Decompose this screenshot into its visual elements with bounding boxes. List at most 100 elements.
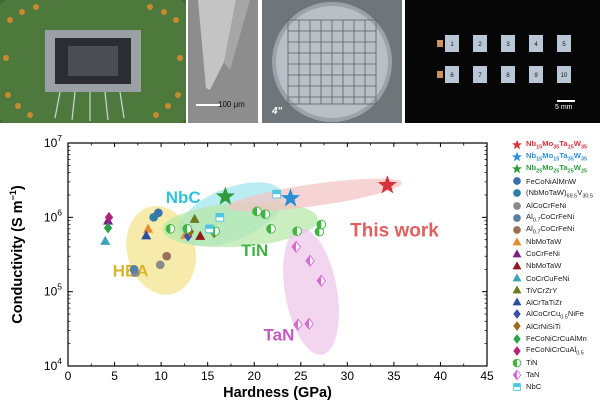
x-tick-label: 40	[434, 369, 448, 383]
legend-item: FeCoNiCrCuAl0.5	[512, 345, 600, 357]
data-point-circle	[155, 260, 165, 270]
legend-label: TiVCrZrY	[526, 285, 558, 295]
data-point-halfcircle	[252, 206, 262, 217]
chip-number-label: 4	[534, 42, 538, 48]
legend-label: (NbMoTaW)69.5V30.5	[526, 187, 594, 200]
y-tick-label: 104	[44, 356, 62, 373]
region-this-work	[227, 178, 402, 212]
chart-legend: Nb15Mo35Ta15W35 Nb15Mo15Ta35W35 Nb25Mo25Ta…	[512, 139, 600, 393]
data-marks	[100, 175, 397, 331]
data-point-halfsquare	[215, 213, 225, 222]
data-point-circle	[149, 212, 159, 222]
legend-marker-circle	[513, 189, 521, 198]
legend-item: (NbMoTaW)69.5V30.5	[512, 187, 600, 199]
legend-marker-diamond	[513, 309, 521, 320]
legend-marker-diamond	[513, 345, 521, 356]
legend-label: Al0.7CoCrFeNi	[526, 223, 575, 236]
chips-scale-label: 5 mm	[555, 104, 573, 111]
legend-marker-diamond	[513, 321, 521, 332]
legend-item: CoCrCuFeNi	[512, 272, 600, 284]
x-tick-label: 15	[201, 369, 215, 383]
chip-number-label: 9	[534, 73, 538, 79]
chip-number-label: 2	[478, 42, 482, 48]
data-point-triangle	[100, 235, 111, 245]
legend-marker-halfsquare	[513, 383, 521, 391]
legend-label: NbMoTaW	[526, 261, 562, 271]
region-label-this-work: This work	[350, 221, 439, 242]
legend-marker-circle	[513, 177, 521, 186]
legend-marker-triangle	[512, 249, 522, 258]
x-axis-label: Hardness (GPa)	[223, 385, 332, 400]
x-tick-label: 5	[111, 369, 118, 383]
legend-label: NbC	[526, 382, 542, 392]
data-point-halfdiamond	[304, 317, 314, 330]
data-point-halfcircle	[182, 224, 192, 234]
y-axis-label: Conductivity (S m−1)	[8, 185, 26, 324]
x-tick-label: 10	[154, 369, 168, 383]
legend-marker-triangle	[512, 261, 522, 270]
legend-label: Nb25Mo25Ta25W25	[526, 163, 588, 175]
legend-marker-triangle	[512, 237, 522, 246]
chip-number-label: 1	[450, 42, 454, 48]
chip-number-label: 10	[561, 73, 568, 79]
data-point-star	[281, 188, 301, 207]
legend-item: TiN	[512, 357, 600, 369]
x-tick-label: 30	[341, 369, 355, 383]
legend-label: NbMoTaW	[526, 237, 562, 247]
chip-number-label: 8	[506, 73, 510, 79]
x-tick-label: 20	[248, 369, 262, 383]
legend-label: AlCrNiSiTi	[526, 321, 561, 331]
x-tick-label: 35	[387, 369, 401, 383]
data-point-circle	[162, 251, 172, 261]
legend-marker-halfcircle	[512, 358, 522, 368]
legend-marker-circle	[513, 201, 521, 210]
y-tick-label: 105	[44, 282, 62, 299]
legend-label: CoCrCuFeNi	[526, 273, 570, 283]
legend-marker-triangle	[512, 285, 522, 294]
data-point-triangle	[189, 213, 200, 223]
legend-label: FeCoNiCrCuAlMn	[526, 334, 587, 344]
legend-label: FeCoNiCrCuAl0.5	[526, 344, 584, 357]
legend-item: NbMoTaW	[512, 260, 600, 272]
legend-label: AlCoCrFeNi	[526, 201, 567, 211]
wafer-photo: 4"	[262, 0, 402, 123]
legend-item: Al0.7CoCrFeNi	[512, 212, 600, 224]
legend-item: FeCoNiCrCuAlMn	[512, 333, 600, 345]
data-point-triangle	[143, 223, 154, 233]
x-tick-label: 0	[65, 369, 72, 383]
chip-number-label: 3	[506, 42, 510, 48]
legend-label: FeCoNiAlMnW	[526, 176, 577, 186]
probe-card-photo	[0, 0, 186, 123]
chip-number-label: 6	[450, 73, 454, 79]
y-tick-label: 106	[44, 207, 62, 224]
legend-item: Al0.7CoCrFeNi	[512, 224, 600, 236]
data-point-halfcircle	[260, 209, 271, 220]
legend-item: AlCrNiSiTi	[512, 320, 600, 332]
legend-item: Nb15Mo15Ta35W35	[512, 151, 600, 163]
legend-marker-halfdiamond	[512, 369, 522, 380]
wafer-size-label: 4"	[272, 106, 283, 117]
legend-label: Nb15Mo35Ta15W35	[526, 139, 588, 151]
data-point-triangle	[195, 230, 206, 240]
data-point-diamond	[104, 211, 114, 223]
legend-item: TaN	[512, 369, 600, 381]
legend-item: TiVCrZrY	[512, 284, 600, 296]
legend-label: Al0.7CoCrFeNi	[526, 211, 575, 224]
data-point-halfcircle	[266, 224, 276, 234]
data-point-halfdiamond	[293, 318, 303, 331]
legend-marker-star	[512, 164, 522, 174]
legend-label: Nb15Mo15Ta35W35	[526, 151, 588, 163]
legend-label: TaN	[526, 370, 540, 380]
legend-item: NbMoTaW	[512, 236, 600, 248]
legend-marker-triangle	[512, 273, 522, 282]
data-point-halfdiamond	[291, 240, 301, 254]
data-point-halfdiamond	[316, 274, 327, 288]
legend-marker-star	[512, 140, 522, 150]
region-label-tin: TiN	[241, 241, 268, 260]
legend-item: CoCrFeNi	[512, 248, 600, 260]
legend-marker-circle	[513, 225, 521, 234]
data-point-halfcircle	[292, 226, 302, 237]
data-point-halfcircle	[316, 219, 327, 230]
region-label-nbc: NbC	[166, 188, 201, 207]
legend-marker-diamond	[513, 333, 521, 344]
